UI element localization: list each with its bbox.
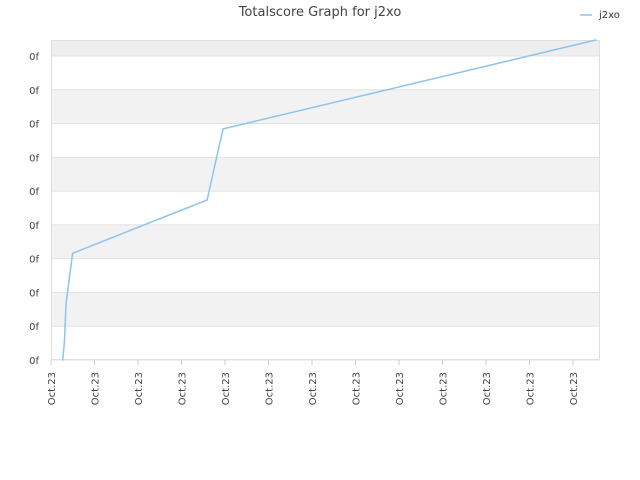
x-tick-label: Oct.23 — [569, 372, 580, 405]
data-point — [206, 199, 208, 201]
plot-band — [51, 292, 600, 327]
y-tick-label: 0f — [29, 255, 39, 266]
plot-band-top — [51, 40, 600, 56]
x-tick-label: Oct.23 — [178, 372, 189, 405]
x-tick-label: Oct.23 — [134, 372, 145, 405]
x-tick-label: Oct.23 — [482, 372, 493, 405]
y-tick-label: 0f — [29, 52, 39, 63]
x-tick-label: Oct.23 — [439, 372, 450, 405]
y-tick-label: 0f — [29, 356, 39, 367]
plot-band — [51, 224, 600, 259]
data-point — [71, 252, 74, 255]
data-point — [222, 128, 224, 130]
plot-band — [51, 157, 600, 192]
x-tick-label: Oct.23 — [526, 372, 537, 405]
y-tick-label: 0f — [29, 322, 39, 333]
legend[interactable]: j2xo — [580, 10, 620, 21]
legend-label-j2xo: j2xo — [598, 10, 620, 21]
y-tick-label: 0f — [29, 187, 39, 198]
x-tick-label: Oct.23 — [308, 372, 319, 405]
y-tick-label: 0f — [29, 153, 39, 164]
x-tick-label: Oct.23 — [352, 372, 363, 405]
data-point — [65, 302, 67, 304]
data-point — [594, 39, 597, 41]
y-tick-label: 0f — [29, 120, 39, 131]
y-tick-label: 0f — [29, 86, 39, 97]
x-tick-label: Oct.23 — [395, 372, 406, 405]
data-point — [61, 359, 64, 361]
plot-area: 0f 0f 0f 0f 0f 0f 0f 0f 0f 0f Oct.23 Oct.23 Oct.23 Oc… — [29, 39, 600, 405]
y-tick-label: 0f — [29, 288, 39, 299]
x-tick-label: Oct.23 — [47, 372, 58, 405]
y-tick-label: 0f — [29, 221, 39, 232]
data-point — [63, 341, 66, 344]
plot-band — [51, 89, 600, 124]
x-tick-label: Oct.23 — [221, 372, 232, 405]
plot-border — [51, 40, 600, 360]
x-tick-label: Oct.23 — [91, 372, 102, 405]
chart-title: Totalscore Graph for j2xo — [238, 5, 402, 20]
x-tick-label: Oct.23 — [265, 372, 276, 405]
